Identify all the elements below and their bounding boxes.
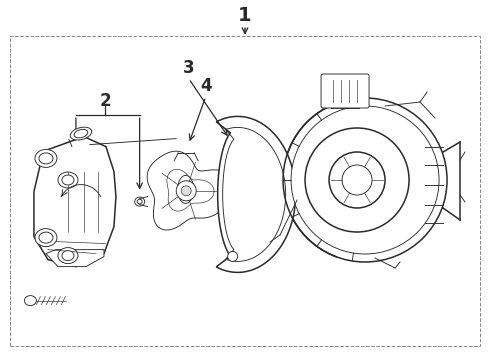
- Circle shape: [305, 128, 409, 232]
- Ellipse shape: [35, 149, 57, 167]
- Ellipse shape: [74, 129, 88, 138]
- Polygon shape: [167, 169, 214, 211]
- Text: 4: 4: [200, 77, 212, 95]
- Ellipse shape: [39, 153, 53, 164]
- Polygon shape: [46, 249, 104, 267]
- Text: 2: 2: [99, 92, 111, 110]
- Ellipse shape: [62, 251, 74, 261]
- Ellipse shape: [70, 127, 92, 140]
- Ellipse shape: [137, 199, 142, 204]
- Polygon shape: [147, 151, 238, 230]
- Ellipse shape: [178, 175, 194, 203]
- Ellipse shape: [35, 229, 57, 247]
- Polygon shape: [34, 136, 116, 267]
- Circle shape: [228, 251, 238, 261]
- Circle shape: [291, 106, 439, 254]
- Text: 1: 1: [238, 6, 252, 24]
- Ellipse shape: [58, 172, 78, 188]
- Circle shape: [181, 186, 191, 196]
- Ellipse shape: [39, 232, 53, 243]
- FancyBboxPatch shape: [321, 74, 369, 108]
- Ellipse shape: [58, 248, 78, 264]
- Circle shape: [283, 98, 447, 262]
- Ellipse shape: [62, 175, 74, 185]
- Circle shape: [329, 152, 385, 208]
- Ellipse shape: [135, 197, 145, 206]
- Ellipse shape: [24, 296, 36, 306]
- Circle shape: [342, 165, 372, 195]
- Bar: [10, 36, 480, 346]
- Text: 3: 3: [183, 59, 195, 77]
- Circle shape: [176, 181, 196, 201]
- Polygon shape: [216, 116, 295, 273]
